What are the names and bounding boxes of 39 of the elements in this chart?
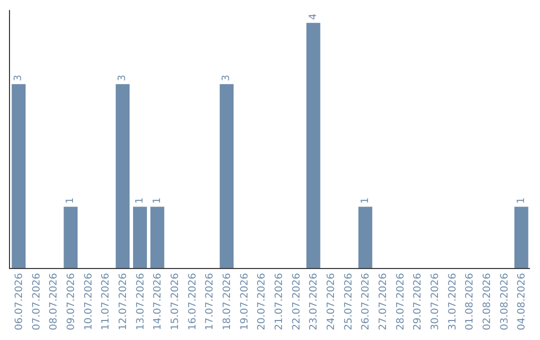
- x-tick-label: 07.07.2026: [31, 273, 42, 330]
- x-tick-label: 11.07.2026: [100, 273, 112, 330]
- x-tick-label: 01.08.2026: [464, 273, 476, 330]
- data-label: 4: [308, 14, 319, 20]
- x-tick-label: 08.07.2026: [48, 273, 60, 330]
- x-tick-label: 21.07.2026: [274, 273, 285, 330]
- x-tick-label: 04.08.2026: [516, 273, 528, 330]
- data-label: 1: [65, 197, 76, 204]
- x-tick-label: 10.07.2026: [83, 273, 94, 330]
- x-tick-label: 26.07.2026: [360, 273, 372, 330]
- x-tick-label: 25.07.2026: [343, 273, 354, 330]
- data-label: 1: [134, 197, 146, 204]
- data-label: 3: [117, 74, 128, 82]
- x-tick-label: 15.07.2026: [170, 273, 181, 330]
- data-label: 1: [152, 197, 163, 204]
- x-tick-label: 18.07.2026: [222, 273, 233, 330]
- x-tick-label: 30.07.2026: [430, 273, 441, 330]
- x-tick-label: 06.07.2026: [14, 273, 25, 330]
- x-tick-label: 27.07.2026: [378, 273, 389, 330]
- x-tick-label: 17.07.2026: [204, 273, 216, 330]
- data-label: 3: [221, 74, 232, 82]
- x-tick-label: 12.07.2026: [118, 273, 129, 330]
- x-tick-label: 13.07.2026: [135, 273, 146, 330]
- x-tick-label: 31.07.2026: [447, 273, 458, 330]
- x-tick-label: 24.07.2026: [326, 273, 337, 330]
- x-tick-label: 02.08.2026: [482, 273, 493, 330]
- x-tick-label: 19.07.2026: [239, 273, 250, 330]
- x-tick-label: 14.07.2026: [152, 273, 164, 330]
- data-label: 1: [360, 197, 371, 204]
- x-tick-label: 23.07.2026: [308, 273, 320, 330]
- x-tick-label: 03.08.2026: [499, 273, 510, 330]
- data-label: 1: [516, 197, 527, 204]
- x-tick-label: 22.07.2026: [291, 273, 302, 330]
- x-tick-label: 20.07.2026: [256, 273, 268, 330]
- data-label: 3: [13, 74, 24, 82]
- x-tick-label: 09.07.2026: [66, 273, 77, 330]
- x-tick-label: 28.07.2026: [395, 273, 406, 330]
- x-tick-label: 16.07.2026: [187, 273, 198, 330]
- x-tick-label: 29.07.2026: [412, 273, 424, 330]
